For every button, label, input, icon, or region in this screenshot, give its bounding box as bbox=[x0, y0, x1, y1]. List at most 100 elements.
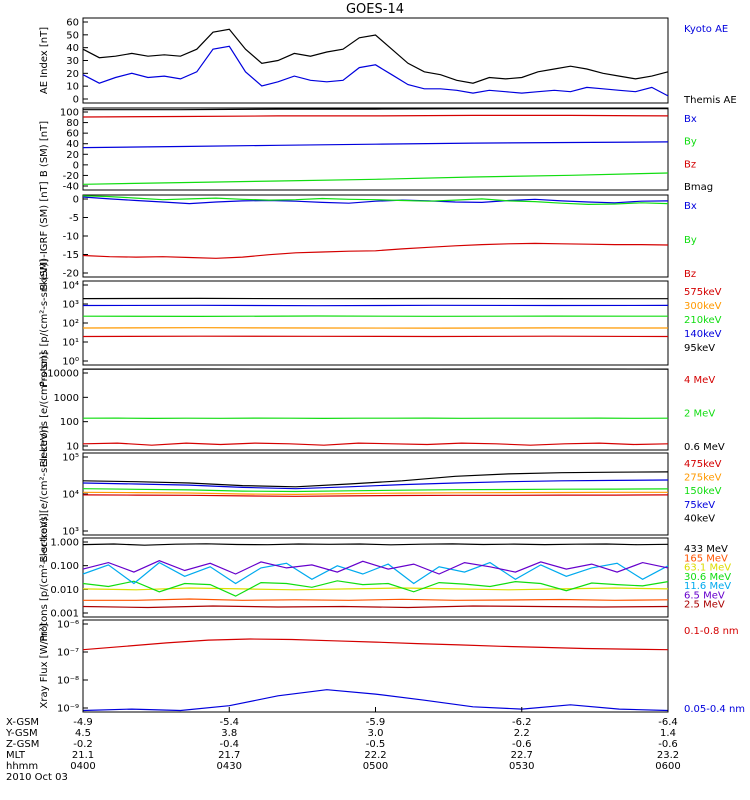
series-line-0-1-0-8-nm bbox=[82, 638, 669, 651]
legend-label: 4 MeV bbox=[684, 375, 715, 386]
ephemeris-value: 4.5 bbox=[75, 728, 91, 739]
y-tick-label: 10⁻⁸ bbox=[57, 676, 79, 687]
ephemeris-value: 0600 bbox=[655, 761, 680, 772]
series-line-165-mev bbox=[83, 598, 669, 601]
panel-frame bbox=[82, 452, 669, 536]
legend-label: 150keV bbox=[684, 486, 722, 497]
y-tick-label: 0.001 bbox=[50, 609, 79, 620]
y-axis-label: Protons [p/(cm²-s-sr-keV)] bbox=[39, 259, 50, 387]
ephemeris-value: -0.6 bbox=[658, 739, 678, 750]
series-line-275kev bbox=[82, 491, 668, 496]
legend-label: 140keV bbox=[684, 329, 722, 340]
y-tick-label: -10 bbox=[63, 232, 79, 243]
legend-label: 30.6 MeV bbox=[684, 572, 731, 583]
panel-8: 10⁻⁶ 10⁻⁷ 10⁻⁸ 10⁻⁹ Xray Flux [W/m²] 0.1-0.8 … bbox=[39, 619, 745, 715]
ephemeris-value: 0500 bbox=[363, 761, 388, 772]
ephemeris-row-label: MLT bbox=[6, 750, 26, 761]
legend-label: By bbox=[684, 235, 697, 246]
series-line-bz bbox=[82, 114, 669, 118]
y-tick-label: 10⁵ bbox=[62, 453, 79, 464]
legend-label: 0.1-0.8 nm bbox=[684, 626, 739, 637]
legend-label: 575keV bbox=[684, 287, 722, 298]
legend-label: 63.1 MeV bbox=[684, 563, 731, 574]
ephemeris-row-label: X-GSM bbox=[6, 717, 39, 728]
legend-label: 0.6 MeV bbox=[684, 442, 725, 453]
ephemeris-value: -4.9 bbox=[73, 717, 93, 728]
ephemeris-value: -5.9 bbox=[366, 717, 386, 728]
y-tick-label: 10 bbox=[66, 442, 79, 453]
y-tick-label: 10⁻⁷ bbox=[57, 648, 79, 659]
series-line-433-mev bbox=[82, 543, 669, 546]
ephemeris-value: 1.4 bbox=[660, 728, 676, 739]
legend-label: Bx bbox=[684, 114, 697, 125]
y-tick-label: 0.010 bbox=[50, 585, 79, 596]
legend-label: 475keV bbox=[684, 459, 722, 470]
panel-frame bbox=[82, 619, 669, 713]
y-tick-label: 60 bbox=[66, 129, 79, 140]
series-line-40kev bbox=[82, 471, 669, 488]
y-tick-label: 10000 bbox=[47, 369, 79, 380]
y-tick-label: 10³ bbox=[62, 527, 79, 538]
series-line-0-05-0-4-nm bbox=[82, 689, 669, 712]
y-tick-label: -20 bbox=[63, 171, 79, 182]
y-tick-label: 10⁴ bbox=[62, 281, 79, 292]
legend-label: Bx bbox=[684, 201, 697, 212]
ephemeris-value: -6.4 bbox=[658, 717, 678, 728]
legend-label: 165 MeV bbox=[684, 553, 728, 564]
ephemeris-value: -5.4 bbox=[219, 717, 239, 728]
ephemeris-row-label: Y-GSM bbox=[5, 728, 38, 739]
y-tick-label: 20 bbox=[66, 150, 79, 161]
y-tick-label: 0 bbox=[73, 95, 79, 106]
panel-6: 10⁵ 10⁴ 10³ Electrons [e/(cm²-s-sr-keV)] 475… bbox=[39, 425, 722, 562]
ephemeris-row-label: Z-GSM bbox=[6, 739, 39, 750]
ephemeris-value: -6.2 bbox=[512, 717, 532, 728]
legend-label: 75keV bbox=[684, 500, 715, 511]
legend-label: 95keV bbox=[684, 343, 715, 354]
y-tick-label: 100 bbox=[60, 108, 79, 119]
legend-label: 0.05-0.4 nm bbox=[684, 704, 745, 715]
ephemeris-value: 0430 bbox=[217, 761, 242, 772]
series-line-by bbox=[82, 195, 669, 206]
legend-label: By bbox=[684, 137, 697, 148]
y-tick-label: 0.100 bbox=[50, 561, 79, 572]
ephemeris-value: 0400 bbox=[70, 761, 95, 772]
ephemeris-value: 21.7 bbox=[218, 750, 240, 761]
ephemeris-value: 3.0 bbox=[368, 728, 384, 739]
ephemeris-value: 22.7 bbox=[511, 750, 533, 761]
ephemeris-value: -0.6 bbox=[512, 739, 532, 750]
y-tick-label: 0 bbox=[73, 160, 79, 171]
ephemeris-value: 3.8 bbox=[221, 728, 237, 739]
panel-3: 0 -5 -10 -15 -20 B (SM)-IGRF (SM) [nT] Bx By Bz bbox=[39, 181, 697, 290]
ephemeris-value: 23.2 bbox=[657, 750, 679, 761]
panel-frame bbox=[82, 537, 669, 618]
y-axis-label: B (SM) [nT] bbox=[39, 121, 50, 177]
y-tick-label: 10⁻⁹ bbox=[57, 704, 79, 715]
y-tick-label: 100 bbox=[60, 417, 79, 428]
y-tick-label: 10³ bbox=[62, 300, 79, 311]
y-tick-label: -20 bbox=[63, 269, 79, 280]
y-axis-label: AE Index [nT] bbox=[39, 27, 50, 94]
series-line-by bbox=[82, 172, 669, 185]
legend-label: 2.5 MeV bbox=[684, 600, 725, 611]
panel-4: 10⁴ 10³ 10² 10¹ 10⁰ Protons [p/(cm²-s-sr-keV)… bbox=[39, 259, 722, 387]
legend-label: 433 MeV bbox=[684, 544, 728, 555]
ephemeris-row-label: hhmm bbox=[6, 761, 38, 772]
series-line-6-5-mev bbox=[82, 560, 669, 575]
y-tick-label: -40 bbox=[63, 182, 79, 193]
plot-title: GOES-14 bbox=[345, 2, 404, 17]
series-line-11-6-mev bbox=[82, 561, 669, 585]
ephemeris-value: 22.2 bbox=[364, 750, 386, 761]
series-line-bmag bbox=[83, 107, 668, 111]
y-axis-label: Xray Flux [W/m²] bbox=[39, 623, 50, 708]
series-line-150kev bbox=[82, 488, 669, 493]
legend-label: Themis AE bbox=[683, 95, 737, 106]
series-line-themis-ae bbox=[82, 28, 669, 84]
y-tick-label: 40 bbox=[66, 43, 79, 54]
series-line-kyoto-ae bbox=[82, 45, 669, 97]
legend-label: Kyoto AE bbox=[684, 24, 728, 35]
panel-frame bbox=[82, 280, 669, 366]
